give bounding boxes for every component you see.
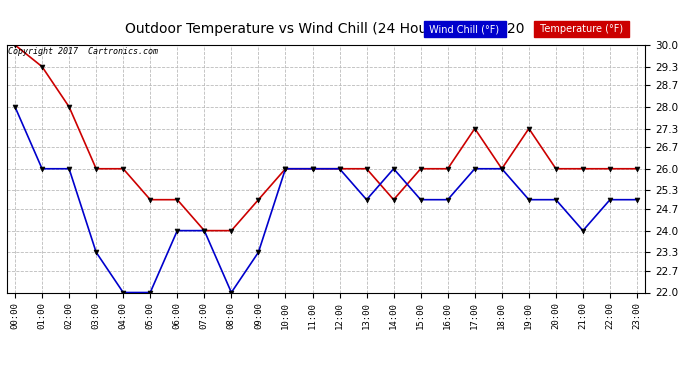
Text: Outdoor Temperature vs Wind Chill (24 Hours)  20171220: Outdoor Temperature vs Wind Chill (24 Ho… (125, 22, 524, 36)
Text: Copyright 2017  Cartronics.com: Copyright 2017 Cartronics.com (8, 48, 157, 57)
Text: Wind Chill (°F): Wind Chill (°F) (426, 24, 503, 34)
Text: Temperature (°F): Temperature (°F) (537, 24, 626, 34)
